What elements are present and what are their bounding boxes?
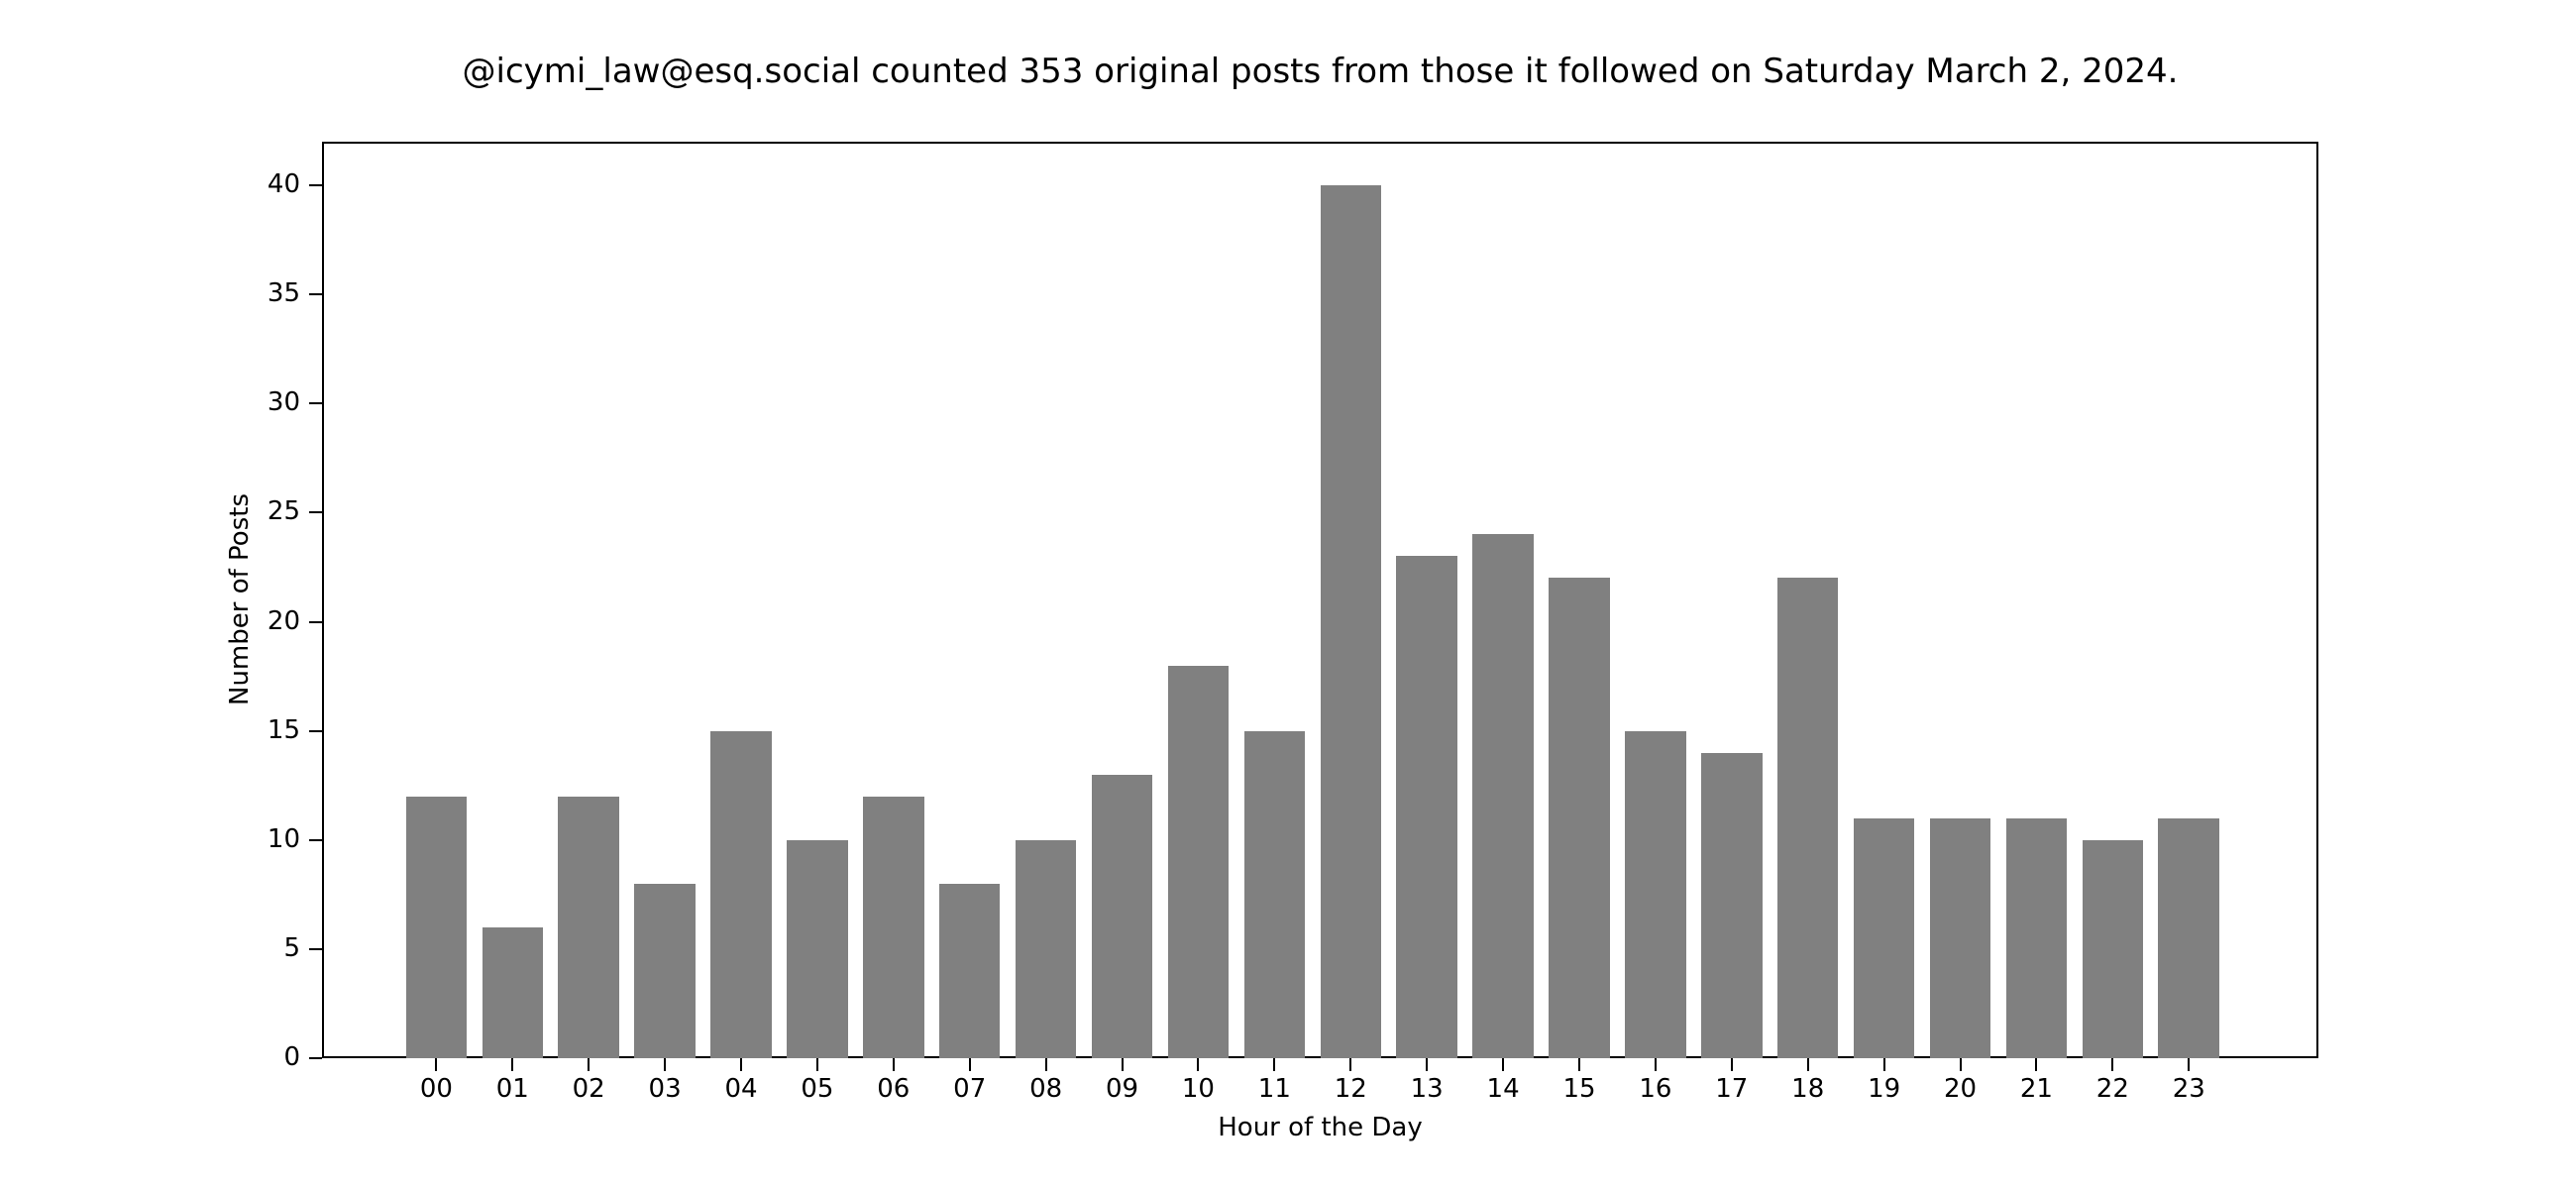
x-tick-label: 15 [1562,1074,1596,1104]
bar-hour-06 [863,796,924,1058]
bar-hour-22 [2082,839,2144,1058]
bar-hour-15 [1549,578,1610,1058]
bar-hour-14 [1472,534,1534,1058]
x-tick-label: 09 [1105,1074,1139,1104]
y-tick-label: 40 [267,169,300,200]
y-tick-mark [309,293,322,296]
x-tick-label: 10 [1181,1074,1215,1104]
x-tick-label: 22 [2095,1074,2129,1104]
x-tick-mark [815,1058,818,1071]
y-tick-mark [309,402,322,405]
x-tick-mark [1197,1058,1200,1071]
y-tick-label: 5 [283,932,300,963]
y-axis-label: Number of Posts [225,493,255,705]
bar-hour-20 [1929,817,1991,1058]
bar-hour-23 [2158,817,2219,1058]
y-tick-label: 10 [267,823,300,854]
x-tick-mark [664,1058,667,1071]
bar-hour-01 [482,926,544,1058]
x-tick-mark [1654,1058,1657,1071]
x-tick-mark [1882,1058,1885,1071]
x-tick-label: 05 [801,1074,834,1104]
bar-hour-09 [1091,774,1153,1058]
x-tick-label: 21 [2019,1074,2053,1104]
y-tick-mark [309,838,322,841]
y-tick-mark [309,729,322,732]
x-tick-mark [1044,1058,1047,1071]
bar-hour-10 [1167,665,1230,1058]
x-tick-mark [892,1058,895,1071]
x-tick-mark [511,1058,514,1071]
y-tick-mark [309,511,322,514]
x-tick-mark [2111,1058,2114,1071]
y-tick-label: 20 [267,605,300,636]
bar-hour-19 [1853,817,1915,1058]
x-tick-label: 23 [2172,1074,2205,1104]
bar-hour-16 [1625,730,1686,1058]
y-tick-mark [309,947,322,950]
y-tick-label: 0 [283,1042,300,1072]
bar-hour-18 [1776,578,1839,1058]
x-tick-mark [1502,1058,1505,1071]
bar-hour-13 [1396,556,1457,1058]
bar-hour-08 [1015,839,1077,1058]
x-tick-label: 20 [1943,1074,1978,1104]
bar-hour-02 [558,796,619,1058]
bar-hour-03 [634,883,696,1058]
y-tick-mark [309,184,322,187]
x-tick-label: 11 [1257,1074,1291,1104]
x-tick-mark [1730,1058,1733,1071]
bar-hour-12 [1320,185,1382,1058]
x-tick-label: 12 [1334,1074,1367,1104]
x-tick-mark [588,1058,590,1071]
x-tick-label: 18 [1791,1074,1825,1104]
x-tick-mark [435,1058,438,1071]
x-tick-label: 16 [1639,1074,1672,1104]
x-tick-mark [968,1058,971,1071]
y-tick-label: 25 [267,496,300,527]
x-tick-mark [2188,1058,2191,1071]
bar-hour-11 [1243,730,1306,1058]
x-tick-mark [1273,1058,1276,1071]
y-tick-mark [309,1057,322,1059]
x-tick-label: 19 [1868,1074,1901,1104]
x-tick-label: 14 [1486,1074,1520,1104]
x-tick-mark [1121,1058,1124,1071]
x-tick-label: 07 [953,1074,987,1104]
x-tick-label: 13 [1410,1074,1444,1104]
bar-hour-21 [2005,817,2068,1058]
chart-title: @icymi_law@esq.social counted 353 origin… [462,52,2179,91]
bar-hour-17 [1701,752,1763,1058]
y-tick-label: 30 [267,387,300,418]
x-tick-label: 02 [572,1074,605,1104]
x-tick-mark [1806,1058,1809,1071]
x-tick-mark [1426,1058,1429,1071]
x-tick-label: 08 [1029,1074,1063,1104]
x-tick-label: 04 [724,1074,758,1104]
x-tick-label: 03 [648,1074,682,1104]
y-tick-mark [309,620,322,623]
bar-hour-04 [710,730,772,1058]
x-tick-mark [1577,1058,1580,1071]
y-tick-label: 15 [267,714,300,745]
x-tick-label: 01 [495,1074,529,1104]
x-tick-label: 17 [1715,1074,1749,1104]
x-axis-label: Hour of the Day [1218,1113,1423,1142]
x-tick-mark [2035,1058,2038,1071]
bar-hour-00 [405,796,468,1058]
x-tick-mark [1959,1058,1962,1071]
x-tick-label: 06 [877,1074,911,1104]
y-tick-label: 35 [267,278,300,309]
bar-hour-07 [938,883,1001,1058]
x-tick-label: 00 [419,1074,453,1104]
x-tick-mark [739,1058,742,1071]
x-tick-mark [1349,1058,1352,1071]
bar-hour-05 [787,839,848,1058]
